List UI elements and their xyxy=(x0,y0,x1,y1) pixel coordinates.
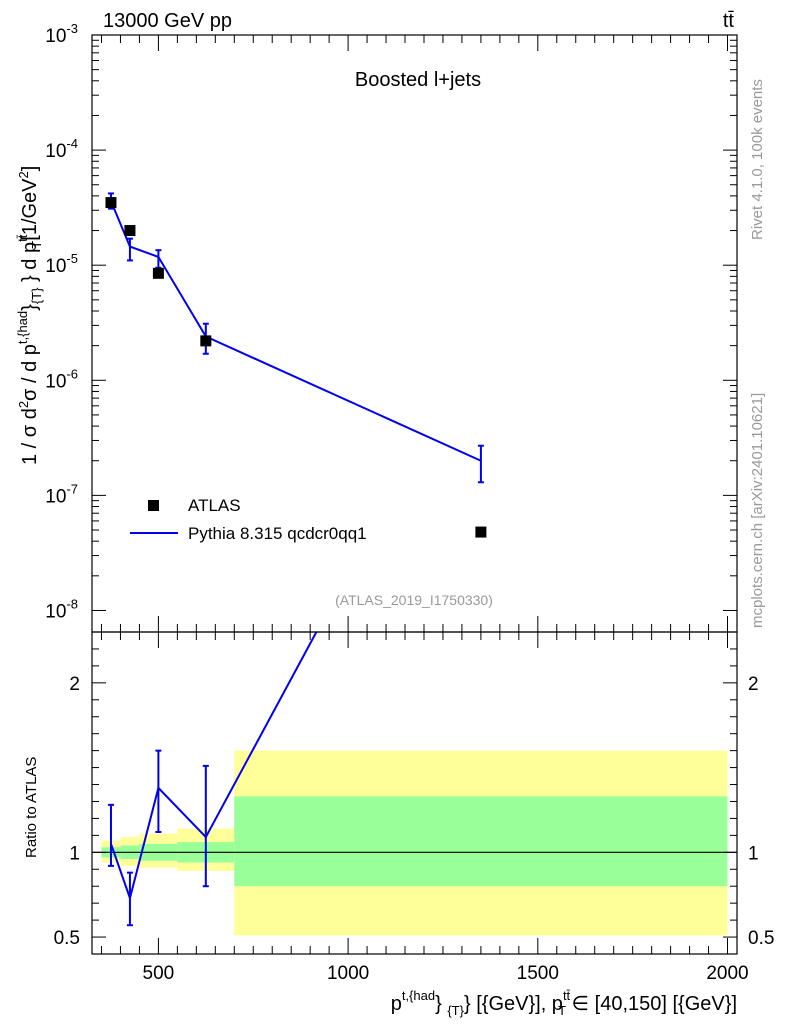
ratio-data-layer xyxy=(107,632,318,927)
ratio-y-tick-label-right: 2 xyxy=(748,674,759,695)
main-data-layer xyxy=(105,192,487,538)
ratio-uncertainty-bands xyxy=(101,750,728,936)
main-y-tick-label: 10-4 xyxy=(45,136,78,162)
legend-pythia-label: Pythia 8.315 qcdcr0qq1 xyxy=(188,524,367,543)
pythia-curve xyxy=(110,200,482,462)
ratio-plot-panel: 0.5 0.5 1 1 2 2 500 1000 1500 2000 Ratio to ATLA… xyxy=(23,35,774,984)
main-y-tick-label: 10-5 xyxy=(45,251,78,277)
ratio-y-axis-ticks: 0.5 0.5 1 1 2 2 xyxy=(54,648,774,949)
main-y-axis-ticks: 10-3 10-4 10-5 10-6 10-7 10-8 xyxy=(45,21,737,622)
process-label: tt̄ xyxy=(723,10,735,32)
main-y-tick-label: 10-7 xyxy=(45,481,78,507)
x-axis-label: pt,{had} {T}} [{GeV}], ptt̄ T ∈ [40,150] … xyxy=(391,988,737,1018)
main-y-axis-label: 1 / σ d2σ / d pt,{had}{T} } d ptt̄T[1/Ge… xyxy=(15,166,44,465)
mcplots-url-label: mcplots.cern.ch [arXiv:2401.10621] xyxy=(749,393,766,628)
ratio-inner-band xyxy=(234,796,728,887)
ratio-y-tick-label-right: 0.5 xyxy=(748,928,774,949)
rivet-version-label: Rivet 4.1.0, 100k events xyxy=(749,79,766,240)
atlas-data-point xyxy=(152,267,164,279)
ratio-y-tick-label-right: 1 xyxy=(748,843,759,864)
ratio-y-axis-label: Ratio to ATLAS xyxy=(23,757,40,858)
main-y-tick-label: 10-6 xyxy=(45,366,78,392)
analysis-id-label: (ATLAS_2019_I1750330) xyxy=(335,592,493,608)
atlas-data-point xyxy=(200,335,212,347)
atlas-data-point xyxy=(124,225,136,237)
beam-label: 13000 GeV pp xyxy=(103,10,232,32)
legend: ATLAS Pythia 8.315 qcdcr0qq1 xyxy=(130,496,367,543)
main-plot-panel: Boosted l+jets (ATLAS_2019_I1750330) 10-… xyxy=(15,21,738,633)
x-tick-label: 2000 xyxy=(706,963,748,984)
main-y-tick-label: 10-8 xyxy=(45,596,78,622)
ratio-y-tick-label: 2 xyxy=(69,674,80,695)
atlas-data-point xyxy=(105,197,117,209)
legend-atlas-label: ATLAS xyxy=(188,496,241,515)
ratio-y-tick-label: 0.5 xyxy=(54,928,80,949)
atlas-data-point xyxy=(475,526,487,538)
x-axis-ticks: 500 1000 1500 2000 xyxy=(100,35,749,984)
ratio-plot-frame xyxy=(91,631,738,955)
x-tick-label: 1000 xyxy=(327,963,369,984)
x-tick-label: 1500 xyxy=(517,963,559,984)
main-y-tick-label: 10-3 xyxy=(45,21,78,47)
legend-atlas-marker xyxy=(148,500,159,511)
x-tick-label: 500 xyxy=(143,963,175,984)
ratio-y-tick-label: 1 xyxy=(69,843,80,864)
plot-title: Boosted l+jets xyxy=(355,69,481,91)
